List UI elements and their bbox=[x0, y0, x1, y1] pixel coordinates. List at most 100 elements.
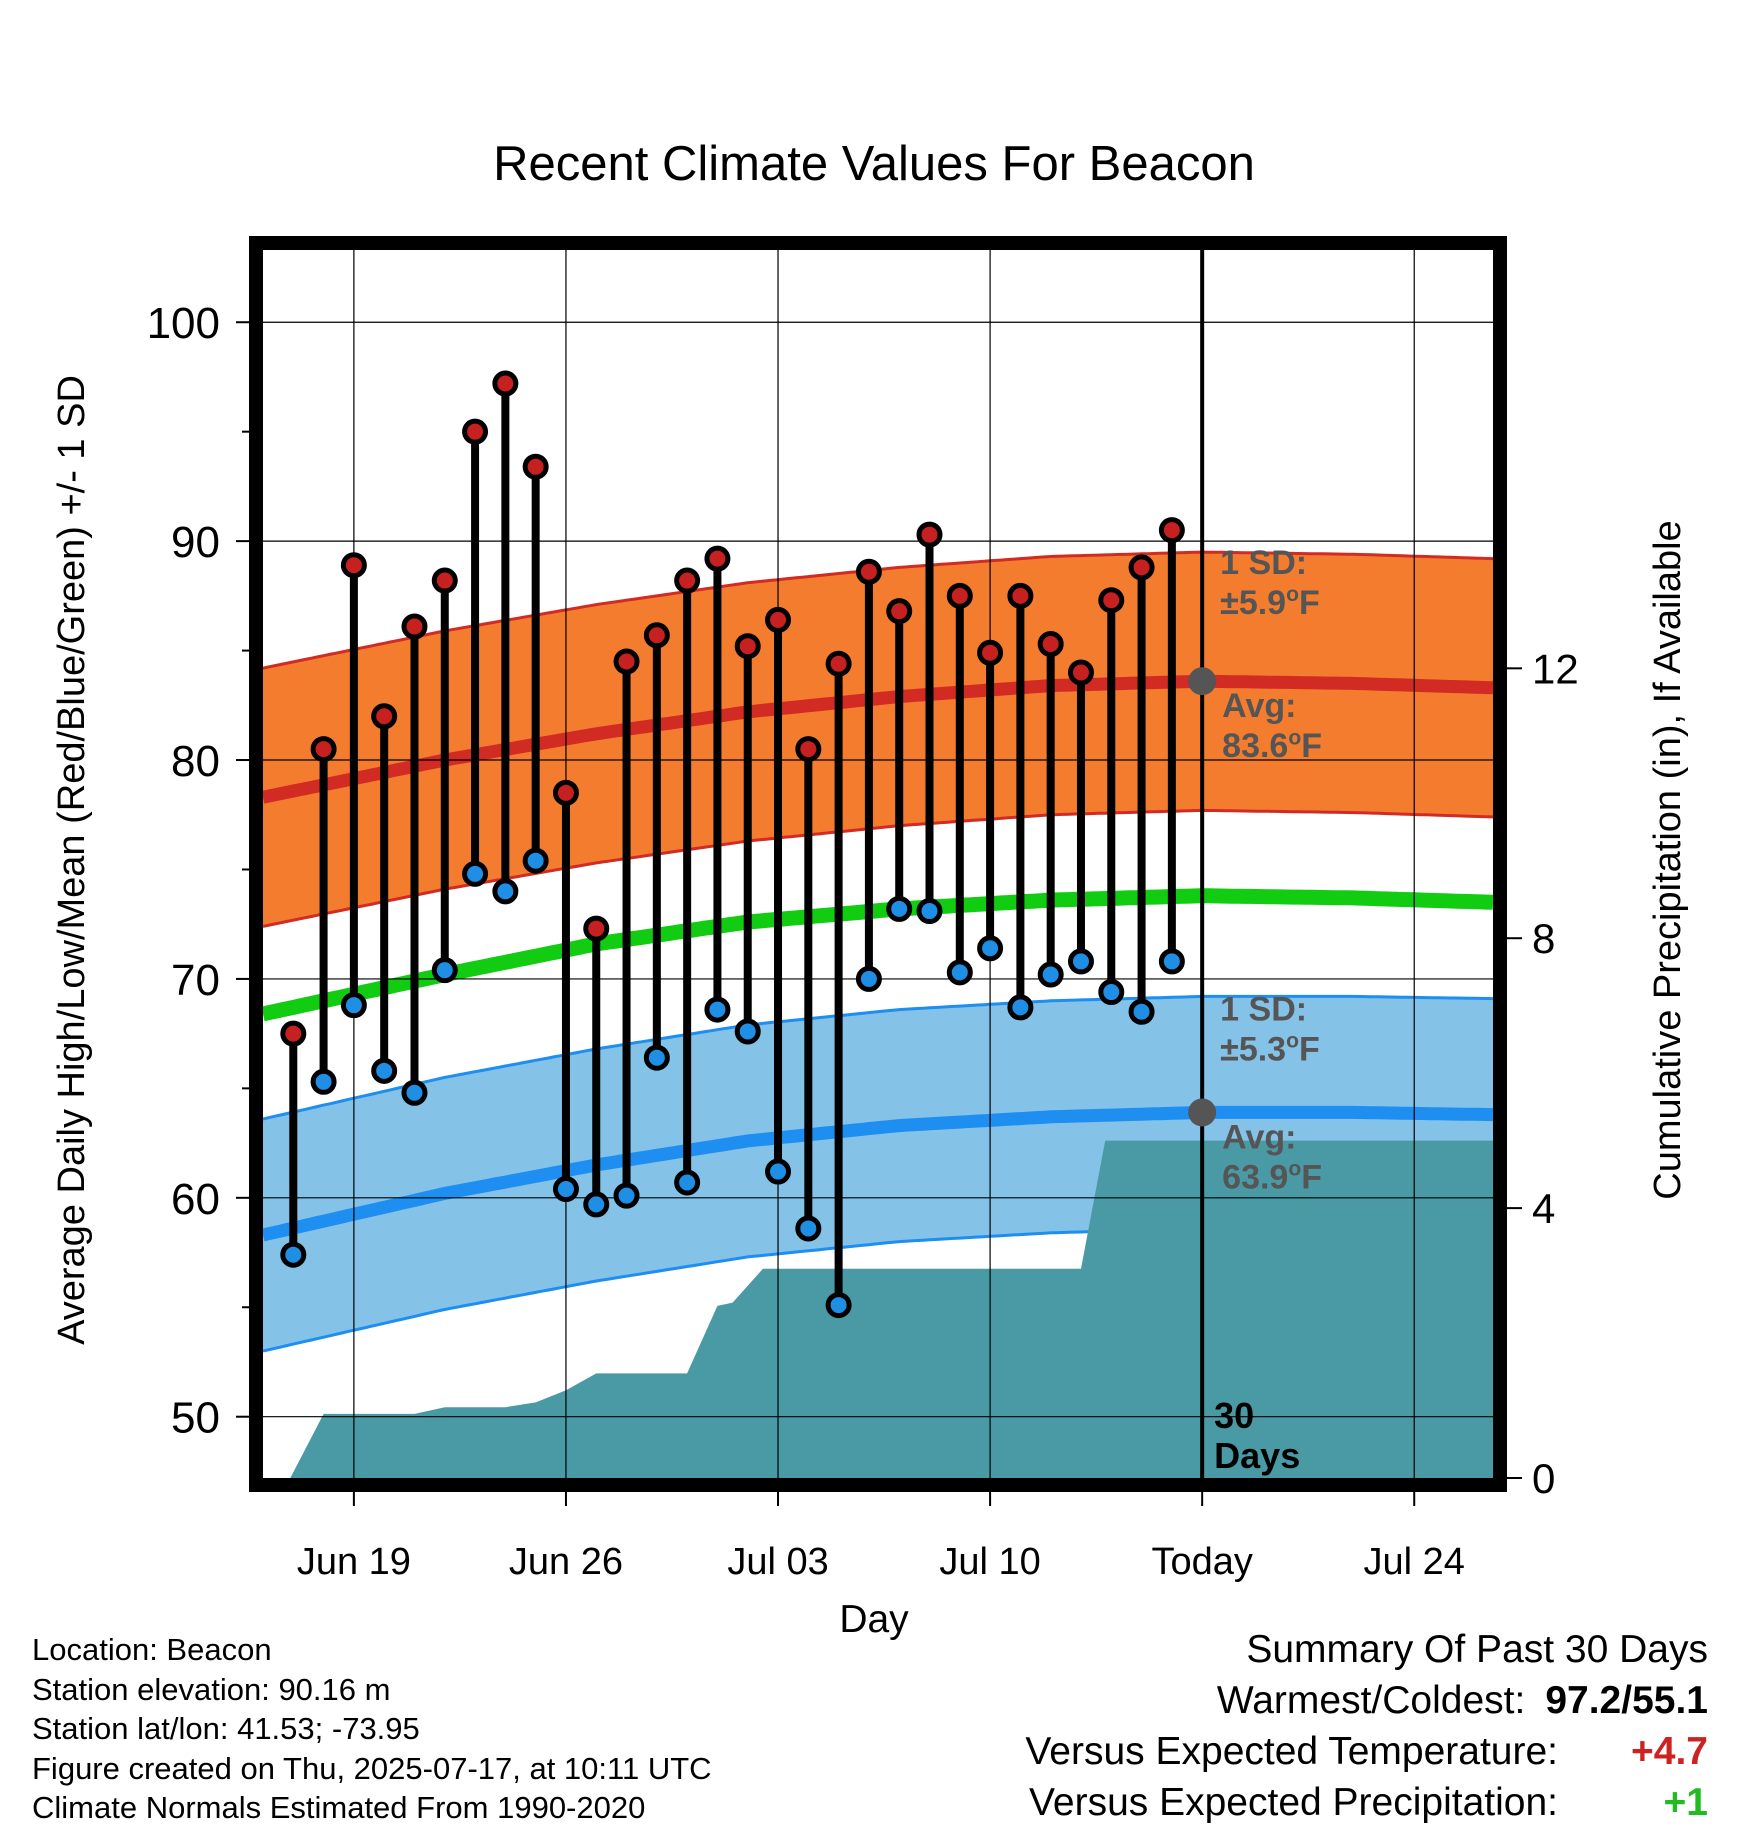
elevation-text: Station elevation: 90.16 m bbox=[32, 1671, 391, 1707]
x-tick-label: Jun 19 bbox=[297, 1541, 411, 1583]
x-tick-label: Jul 03 bbox=[727, 1541, 828, 1583]
location-text: Location: Beacon bbox=[32, 1632, 272, 1667]
temperature-departure-label: Versus Expected Temperature: bbox=[1025, 1730, 1558, 1773]
daily-high-point bbox=[946, 582, 973, 609]
daily-low-point bbox=[1158, 948, 1185, 975]
normal-mean-line bbox=[263, 888, 1493, 1022]
axes: 50 60 70 80 90 100 0 4 8 12 Jun 19 Jun 26 Jul 03 Jul … bbox=[147, 299, 1579, 1583]
precipitation-departure-label: Versus Expected Precipitation: bbox=[1029, 1781, 1558, 1824]
y-tick-label: 80 bbox=[171, 737, 220, 786]
created-text: Figure created on Thu, 2025-07-17, at 10… bbox=[32, 1750, 712, 1786]
daily-low-point bbox=[704, 996, 731, 1023]
today-high-avg-point bbox=[1188, 667, 1217, 696]
period-count-label: 30 bbox=[1214, 1395, 1254, 1436]
daily-low-point bbox=[613, 1182, 640, 1209]
daily-low-point bbox=[310, 1068, 337, 1095]
daily-high-point bbox=[674, 567, 701, 594]
daily-high-point bbox=[613, 648, 640, 675]
precipitation-departure-value: +1 bbox=[1663, 1781, 1708, 1824]
x-tick-label: Jul 24 bbox=[1364, 1541, 1465, 1583]
daily-high-point bbox=[1067, 659, 1094, 686]
daily-high-point bbox=[552, 779, 579, 806]
daily-high-point bbox=[765, 606, 792, 633]
daily-low-point bbox=[492, 878, 519, 905]
daily-low-point bbox=[431, 957, 458, 984]
warmest-coldest-label: Warmest/Coldest: bbox=[1216, 1679, 1526, 1722]
daily-high-point bbox=[462, 418, 489, 445]
daily-high-point bbox=[1037, 631, 1064, 658]
summary-warmest-coldest: Warmest/Coldest: 97.2/55.1 bbox=[1025, 1675, 1708, 1726]
daily-low-point bbox=[643, 1044, 670, 1071]
high-sd-value: ±5.9oF bbox=[1220, 583, 1320, 622]
plot-frame bbox=[249, 236, 1507, 1492]
station-info: Location: Beacon Station elevation: 90.1… bbox=[32, 1630, 712, 1828]
daily-high-point bbox=[1007, 582, 1034, 609]
daily-low-point bbox=[1067, 948, 1094, 975]
summary-panel: Summary Of Past 30 Days Warmest/Coldest:… bbox=[1025, 1624, 1708, 1828]
x-tick-label: Jun 26 bbox=[509, 1541, 623, 1583]
high-avg-label: Avg: bbox=[1222, 687, 1296, 725]
daily-low-point bbox=[886, 895, 913, 922]
precipitation-area bbox=[290, 1140, 1493, 1478]
y-axis-label: Average Daily High/Low/Mean (Red/Blue/Gr… bbox=[51, 375, 93, 1345]
daily-low-point bbox=[734, 1018, 761, 1045]
daily-low-point bbox=[765, 1158, 792, 1185]
x-axis-label: Day bbox=[839, 1598, 909, 1641]
daily-low-point bbox=[1007, 994, 1034, 1021]
high-sd-label: 1 SD: bbox=[1220, 544, 1307, 582]
summary-precipitation: Versus Expected Precipitation: +1 bbox=[1025, 1777, 1708, 1828]
daily-high-point bbox=[916, 521, 943, 548]
low-sd-band bbox=[263, 996, 1493, 1351]
x-tick-label: Jul 10 bbox=[939, 1541, 1040, 1583]
summary-temperature: Versus Expected Temperature: +4.7 bbox=[1025, 1726, 1708, 1777]
daily-high-point bbox=[371, 703, 398, 730]
y2-tick-label: 4 bbox=[1532, 1185, 1555, 1232]
y-tick-label: 70 bbox=[171, 956, 220, 1005]
chart-title: Recent Climate Values For Beacon bbox=[493, 137, 1255, 191]
daily-low-point bbox=[795, 1215, 822, 1242]
daily-high-point bbox=[340, 552, 367, 579]
daily-high-point bbox=[977, 639, 1004, 666]
high-sd-lower-edge bbox=[263, 808, 1493, 928]
daily-high-point bbox=[431, 567, 458, 594]
today-low-avg-point bbox=[1188, 1098, 1217, 1127]
daily-high-point bbox=[704, 545, 731, 572]
daily-high-point bbox=[1128, 554, 1155, 581]
y2-axis-label: Cumulative Precipitation (in), If Availa… bbox=[1647, 520, 1689, 1199]
summary-title: Summary Of Past 30 Days bbox=[1246, 1628, 1708, 1671]
normal-high-line bbox=[263, 674, 1493, 804]
daily-high-point bbox=[643, 622, 670, 649]
daily-low-point bbox=[280, 1241, 307, 1268]
normal-low-line bbox=[263, 1105, 1493, 1242]
temperature-departure-value: +4.7 bbox=[1631, 1730, 1708, 1773]
daily-low-point bbox=[674, 1169, 701, 1196]
daily-low-point bbox=[825, 1292, 852, 1319]
daily-low-point bbox=[977, 935, 1004, 962]
y2-tick-label: 0 bbox=[1532, 1455, 1555, 1502]
daily-low-point bbox=[916, 898, 943, 925]
latlon-text: Station lat/lon: 41.53; -73.95 bbox=[32, 1711, 420, 1746]
daily-high-point bbox=[522, 453, 549, 480]
plot-area bbox=[263, 250, 1493, 1478]
daily-low-point bbox=[371, 1057, 398, 1084]
y-tick-label: 60 bbox=[171, 1175, 220, 1224]
daily-low-point bbox=[552, 1176, 579, 1203]
low-avg-value: 63.9oF bbox=[1222, 1158, 1322, 1197]
daily-high-point bbox=[401, 613, 428, 640]
daily-low-point bbox=[462, 860, 489, 887]
daily-low-point bbox=[1098, 979, 1125, 1006]
daily-high-point bbox=[583, 915, 610, 942]
daily-high-point bbox=[825, 650, 852, 677]
high-sd-band bbox=[263, 552, 1493, 927]
low-sd-value: ±5.3oF bbox=[1220, 1030, 1320, 1069]
period-unit-label: Days bbox=[1214, 1435, 1300, 1476]
daily-low-point bbox=[1037, 961, 1064, 988]
high-avg-value: 83.6oF bbox=[1222, 726, 1322, 765]
daily-high-point bbox=[280, 1020, 307, 1047]
daily-low-point bbox=[946, 959, 973, 986]
normals-text: Climate Normals Estimated From 1990-2020 bbox=[32, 1790, 646, 1825]
y2-tick-label: 12 bbox=[1532, 645, 1579, 692]
y2-tick-label: 8 bbox=[1532, 915, 1555, 962]
daily-high-point bbox=[795, 736, 822, 763]
